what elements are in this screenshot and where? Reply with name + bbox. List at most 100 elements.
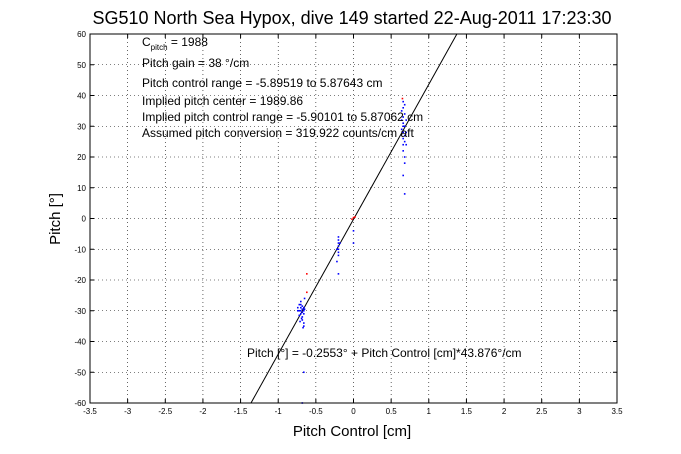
data-point bbox=[403, 140, 406, 143]
data-point bbox=[337, 242, 340, 244]
data-point bbox=[336, 248, 338, 251]
x-tick-label: 0.5 bbox=[386, 407, 398, 416]
data-point bbox=[306, 291, 308, 294]
data-point bbox=[337, 245, 340, 247]
data-point bbox=[303, 297, 306, 300]
y-tick-label: 40 bbox=[77, 92, 86, 101]
data-point bbox=[298, 303, 301, 306]
data-points bbox=[296, 97, 407, 404]
data-point bbox=[405, 119, 407, 121]
data-point bbox=[354, 216, 356, 218]
data-point bbox=[303, 325, 305, 327]
y-tick-label: -60 bbox=[74, 399, 86, 408]
x-tick-label: -2 bbox=[199, 407, 207, 416]
axis-ticks: -3.5 -3 -2.5 -2 -1.5 -1 -0.5 0 0.5 1 1.5 2 2.5 3 3.5 -6… bbox=[74, 30, 623, 416]
data-point bbox=[301, 311, 304, 314]
y-tick-label: -10 bbox=[74, 245, 86, 254]
y-tick-label: 50 bbox=[77, 61, 86, 70]
x-tick-label: 3.5 bbox=[611, 407, 623, 416]
y-tick-label: -50 bbox=[74, 368, 86, 377]
data-point bbox=[405, 143, 407, 146]
data-point bbox=[403, 162, 406, 164]
data-point bbox=[403, 193, 406, 195]
data-point bbox=[300, 317, 303, 320]
y-tick-label: 20 bbox=[77, 153, 86, 162]
x-tick-label: 3 bbox=[577, 407, 582, 416]
data-point bbox=[337, 254, 340, 257]
fit-equation-annotation: Pitch [°] = -0.2553° + Pitch Control [cm… bbox=[247, 346, 522, 360]
data-point bbox=[400, 128, 403, 131]
data-point bbox=[402, 143, 404, 146]
data-point bbox=[403, 125, 406, 128]
data-point bbox=[303, 306, 305, 309]
c-pitch-annotation: Cpitch = 1988 bbox=[142, 35, 208, 52]
data-point bbox=[402, 150, 404, 152]
c-pitch-symbol: C bbox=[142, 35, 151, 49]
x-tick-label: -3.5 bbox=[83, 407, 97, 416]
data-point bbox=[306, 273, 308, 275]
data-point bbox=[300, 309, 302, 312]
data-point bbox=[337, 236, 340, 238]
pitch-control-range-annotation: Pitch control range = -5.89519 to 5.8764… bbox=[142, 76, 383, 90]
data-point bbox=[300, 300, 302, 303]
chart-title: SG510 North Sea Hypox, dive 149 started … bbox=[92, 8, 611, 28]
x-tick-label: 1.5 bbox=[461, 407, 473, 416]
data-point bbox=[402, 122, 404, 124]
x-axis-label: Pitch Control [cm] bbox=[293, 423, 411, 440]
data-point bbox=[403, 103, 406, 106]
y-tick-label: 30 bbox=[77, 122, 86, 131]
x-tick-label: 1 bbox=[427, 407, 432, 416]
data-point bbox=[296, 306, 299, 309]
c-pitch-value: = 1988 bbox=[168, 35, 209, 49]
data-point bbox=[352, 216, 355, 219]
y-tick-label: -20 bbox=[74, 276, 86, 285]
data-point bbox=[337, 251, 340, 254]
data-point bbox=[300, 303, 302, 306]
y-tick-label: -30 bbox=[74, 307, 86, 316]
data-point bbox=[403, 113, 406, 115]
c-pitch-subscript: pitch bbox=[151, 43, 168, 52]
data-point bbox=[299, 320, 301, 323]
implied-pitch-center-annotation: Implied pitch center = 1989.86 bbox=[142, 94, 303, 108]
pitch-gain-annotation: Pitch gain = 38 °/cm bbox=[142, 56, 249, 70]
data-point bbox=[352, 230, 355, 232]
data-point bbox=[337, 248, 340, 251]
annotation-group: Cpitch = 1988 Pitch gain = 38 °/cm Pitch… bbox=[142, 35, 522, 360]
x-tick-label: -0.5 bbox=[309, 407, 323, 416]
y-tick-label: -40 bbox=[74, 338, 86, 347]
pitch-conversion-annotation: Assumed pitch conversion = 319.922 count… bbox=[142, 126, 414, 140]
data-point bbox=[339, 242, 341, 244]
y-tick-label: 0 bbox=[82, 215, 87, 224]
data-point bbox=[300, 306, 302, 309]
data-point bbox=[403, 134, 406, 137]
data-point bbox=[351, 218, 353, 220]
data-point bbox=[400, 119, 403, 121]
data-point bbox=[301, 319, 304, 321]
data-point bbox=[402, 100, 404, 103]
data-point bbox=[405, 131, 407, 134]
data-point bbox=[301, 305, 304, 307]
data-point bbox=[402, 131, 404, 134]
data-point bbox=[336, 260, 338, 263]
x-tick-label: 2.5 bbox=[536, 407, 548, 416]
x-tick-label: 2 bbox=[502, 407, 507, 416]
x-tick-label: -1.5 bbox=[234, 407, 248, 416]
data-point bbox=[298, 314, 301, 317]
data-point bbox=[402, 125, 404, 128]
data-point bbox=[300, 313, 302, 315]
y-tick-label: 10 bbox=[77, 184, 86, 193]
data-point bbox=[301, 316, 304, 318]
data-point bbox=[337, 239, 340, 241]
data-point bbox=[402, 137, 404, 140]
fit-line bbox=[250, 33, 458, 404]
data-point bbox=[298, 309, 301, 312]
data-point bbox=[301, 308, 304, 311]
data-point bbox=[302, 326, 304, 329]
data-point bbox=[400, 110, 403, 112]
y-tick-label: 60 bbox=[77, 30, 86, 39]
data-point bbox=[296, 309, 299, 312]
x-tick-label: -1 bbox=[275, 407, 283, 416]
data-point bbox=[402, 174, 404, 177]
data-point bbox=[303, 371, 305, 374]
data-point bbox=[352, 242, 355, 244]
